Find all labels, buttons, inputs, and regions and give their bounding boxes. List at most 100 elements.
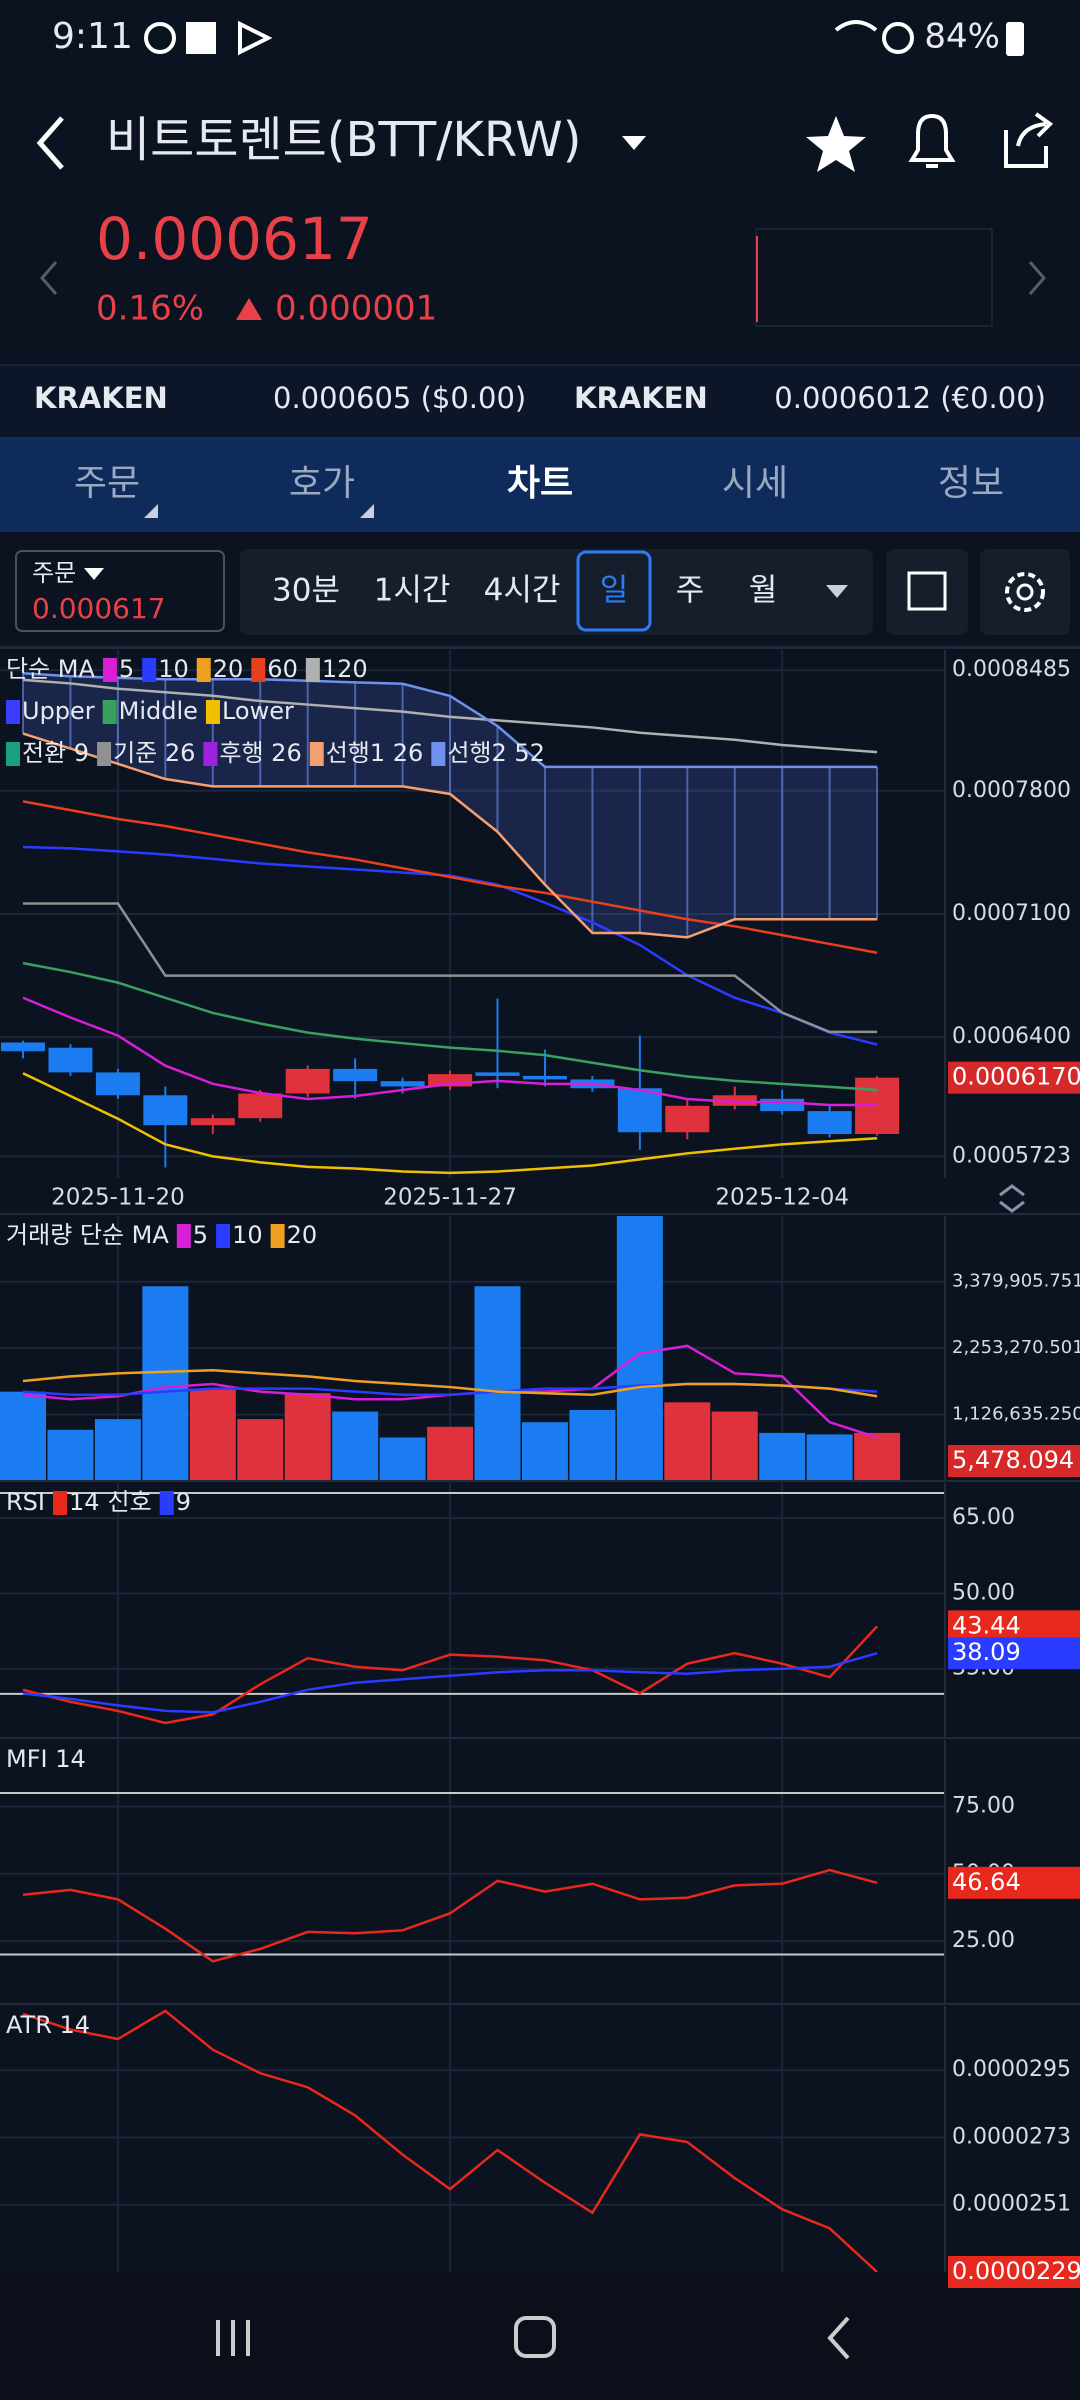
candle-body (807, 1111, 852, 1134)
legend-swatch (97, 742, 112, 766)
panel (0, 1740, 945, 2003)
up-icon (236, 298, 262, 320)
candle-body (380, 1081, 425, 1087)
legend-text: ATR 14 (6, 2011, 90, 2039)
status-icon (186, 22, 216, 54)
coin-title[interactable]: 비트토렌트(BTT/KRW) (106, 112, 582, 168)
value-tag (948, 1866, 1080, 1899)
settings-button[interactable] (980, 549, 1070, 635)
axis-resize[interactable] (999, 1184, 1025, 1213)
volume-bar (474, 1286, 521, 1481)
legend-text: 120 (322, 655, 368, 683)
interval[interactable]: 4시간 (484, 573, 561, 609)
x-tick-label: 2025-11-20 (51, 1185, 185, 1211)
change-value: 0.000001 (275, 289, 437, 329)
interval[interactable]: 일 (600, 573, 629, 609)
value-tag (948, 2256, 1080, 2288)
volume-bar (332, 1411, 379, 1481)
alert-button[interactable] (908, 113, 956, 168)
legend-text: 단순 MA (6, 655, 95, 683)
tab[interactable]: 주문 (74, 463, 140, 504)
interval[interactable]: 1시간 (374, 573, 451, 609)
order-dropdown[interactable] (84, 568, 104, 580)
candle-body (522, 1075, 567, 1080)
y-tick-label: 0.0006400 (952, 1024, 1071, 1049)
series-line (22, 800, 878, 954)
next-button[interactable] (1028, 261, 1046, 295)
legend-swatch (216, 1224, 231, 1248)
back-button[interactable] (36, 116, 64, 170)
y-tick-label: 0.0008485 (952, 657, 1071, 682)
order-label[interactable]: 주문 (32, 559, 76, 587)
series-line (22, 1072, 878, 1175)
y-tick-label: 1,126,635.250 (952, 1404, 1080, 1425)
volume-bar (47, 1429, 94, 1481)
legend-swatch (196, 658, 211, 682)
cloud-fill (23, 673, 878, 938)
settings-icon (1016, 583, 1034, 601)
legend-text: 선행2 52 (447, 739, 545, 767)
legend-text: 20 (287, 1221, 318, 1249)
interval[interactable]: 월 (749, 573, 778, 609)
series-line (23, 902, 878, 1034)
volume-bar (664, 1402, 711, 1481)
interval-dropdown[interactable] (826, 585, 848, 598)
tab[interactable]: 호가 (289, 463, 355, 504)
title-dropdown[interactable] (622, 136, 646, 150)
selected-interval (576, 550, 652, 632)
legend-swatch (142, 658, 157, 682)
y-tick-label: 3,379,905.751 (952, 1271, 1080, 1292)
candle-body (475, 1072, 520, 1076)
volume-bar (759, 1432, 806, 1481)
volume-bar (189, 1388, 236, 1481)
panel (0, 1216, 945, 1481)
interval[interactable]: 30분 (272, 573, 340, 609)
y-tick-label: 50.00 (952, 1580, 1015, 1605)
legend-text: 거래량 단순 MA (6, 1221, 169, 1249)
candle-body (95, 1072, 140, 1096)
legend-text: 10 (158, 655, 189, 683)
legend-swatch (102, 658, 117, 682)
nav-recent[interactable] (216, 2320, 250, 2356)
value-tag-text: 38.09 (952, 1638, 1021, 1666)
legend-swatch (205, 700, 220, 724)
candle-body (665, 1105, 710, 1133)
order-box[interactable] (15, 550, 225, 632)
y-tick-label: 2,253,270.501 (952, 1337, 1080, 1358)
prev-button[interactable] (40, 261, 58, 295)
legend-text: 기준 26 (113, 739, 195, 767)
volume-bar (0, 1391, 46, 1481)
tab-marker (360, 504, 374, 518)
exchange-row (0, 365, 1080, 437)
volume-bar (711, 1411, 758, 1481)
favorite-button[interactable] (806, 116, 866, 172)
tab[interactable]: 차트 (507, 463, 573, 504)
value-tag-text: 46.64 (952, 1868, 1021, 1896)
series-line (22, 961, 878, 1092)
nav-back[interactable] (827, 2316, 850, 2360)
tab[interactable]: 정보 (938, 463, 1004, 504)
y-tick-label: 75.00 (952, 1793, 1015, 1818)
interval[interactable]: 주 (676, 573, 705, 609)
value-tag (948, 1637, 1080, 1670)
legend-swatch (6, 700, 20, 724)
order-price[interactable]: 0.000617 (32, 592, 166, 625)
tab[interactable]: 시세 (722, 463, 788, 504)
value-tag-text: 0.0000229 (952, 2257, 1080, 2285)
x-tick-label: 2025-11-27 (383, 1185, 517, 1211)
layout-button[interactable] (886, 549, 968, 635)
volume-bar (616, 1216, 663, 1481)
exchange-price: 0.000605 ($0.00) (273, 381, 526, 415)
share-button[interactable] (1004, 112, 1054, 168)
candle-body (617, 1088, 662, 1133)
volume-bar (806, 1434, 853, 1481)
series-line (22, 2009, 878, 2272)
candle-body (285, 1068, 330, 1094)
value-tag (948, 1061, 1080, 1094)
series-line (22, 1868, 878, 1963)
legend-swatch (6, 742, 20, 766)
value-tag-text: 43.44 (952, 1611, 1021, 1639)
nav-home[interactable] (514, 2316, 556, 2358)
